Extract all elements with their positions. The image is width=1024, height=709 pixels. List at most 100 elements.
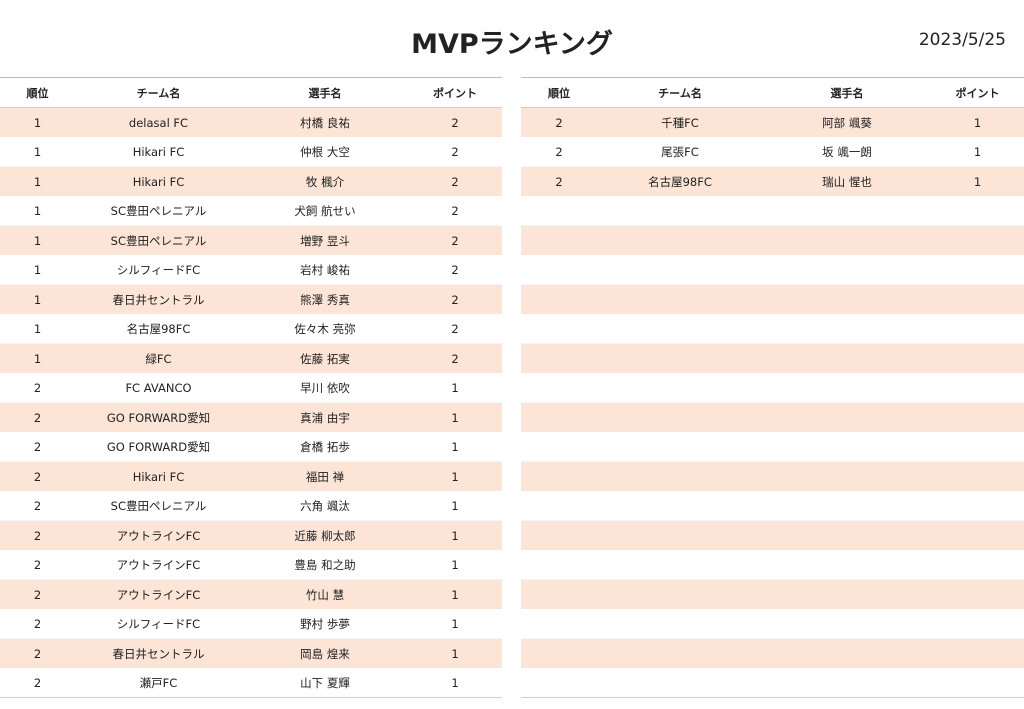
empty-cell [597, 461, 763, 491]
empty-cell [521, 432, 597, 462]
table-row [521, 402, 1024, 432]
empty-cell [597, 550, 763, 580]
empty-cell [931, 432, 1024, 462]
empty-cell [597, 609, 763, 639]
empty-cell [597, 314, 763, 344]
player-cell: 野村 歩夢 [242, 609, 408, 639]
table-row [521, 520, 1024, 550]
empty-cell [931, 255, 1024, 285]
rank-cell: 1 [0, 225, 75, 255]
rank-cell: 1 [0, 314, 75, 344]
empty-cell [931, 491, 1024, 521]
table-row: 2 千種FC 阿部 颯葵 1 [521, 107, 1024, 137]
empty-cell [763, 402, 931, 432]
empty-cell [931, 284, 1024, 314]
rank-cell: 2 [521, 137, 597, 167]
rank-cell: 2 [0, 638, 75, 668]
empty-cell [931, 638, 1024, 668]
points-cell: 1 [408, 668, 502, 698]
team-cell: Hikari FC [75, 137, 242, 167]
rank-cell: 1 [0, 107, 75, 137]
player-cell: 牧 楓介 [242, 166, 408, 196]
table-row: 2 アウトラインFC 近藤 柳太郎 1 [0, 520, 502, 550]
points-cell: 1 [408, 638, 502, 668]
player-cell: 六角 颯汰 [242, 491, 408, 521]
team-cell: SC豊田ペレニアル [75, 225, 242, 255]
table-row [521, 343, 1024, 373]
player-cell: 瑞山 惺也 [763, 166, 931, 196]
team-cell: 名古屋98FC [75, 314, 242, 344]
empty-cell [931, 373, 1024, 403]
empty-cell [931, 668, 1024, 698]
empty-cell [931, 343, 1024, 373]
rank-cell: 2 [0, 402, 75, 432]
rank-cell: 1 [0, 343, 75, 373]
rank-cell: 1 [0, 284, 75, 314]
points-cell: 1 [408, 432, 502, 462]
empty-cell [931, 461, 1024, 491]
empty-cell [521, 284, 597, 314]
column-header: 選手名 [763, 77, 931, 108]
empty-cell [763, 609, 931, 639]
empty-cell [521, 402, 597, 432]
table-row: 2 瀬戸FC 山下 夏輝 1 [0, 668, 502, 698]
player-cell: 早川 依吹 [242, 373, 408, 403]
team-cell: 名古屋98FC [597, 166, 763, 196]
empty-cell [931, 402, 1024, 432]
rank-cell: 2 [0, 491, 75, 521]
empty-cell [521, 579, 597, 609]
empty-cell [597, 402, 763, 432]
table-row: 1 緑FC 佐藤 拓実 2 [0, 343, 502, 373]
team-cell: FC AVANCO [75, 373, 242, 403]
player-cell: 熊澤 秀真 [242, 284, 408, 314]
empty-cell [763, 461, 931, 491]
rank-cell: 2 [0, 609, 75, 639]
empty-cell [597, 520, 763, 550]
rank-cell: 2 [0, 461, 75, 491]
player-cell: 佐藤 拓実 [242, 343, 408, 373]
empty-cell [521, 461, 597, 491]
table-row: 2 SC豊田ペレニアル 六角 颯汰 1 [0, 491, 502, 521]
rank-cell: 2 [0, 550, 75, 580]
empty-cell [763, 668, 931, 698]
rank-cell: 1 [0, 196, 75, 226]
column-header: 順位 [0, 77, 75, 108]
empty-cell [931, 550, 1024, 580]
table-row [521, 314, 1024, 344]
empty-cell [521, 638, 597, 668]
empty-cell [521, 609, 597, 639]
column-header: 順位 [521, 77, 597, 108]
table-row [521, 638, 1024, 668]
table-row [521, 196, 1024, 226]
table-row [521, 550, 1024, 580]
player-cell: 竹山 慧 [242, 579, 408, 609]
header-row: 順位 チーム名 選手名 ポイント [521, 77, 1024, 108]
rank-cell: 2 [0, 579, 75, 609]
player-cell: 佐々木 亮弥 [242, 314, 408, 344]
points-cell: 2 [408, 284, 502, 314]
table-row: 1 名古屋98FC 佐々木 亮弥 2 [0, 314, 502, 344]
empty-cell [597, 284, 763, 314]
empty-cell [763, 255, 931, 285]
column-header: チーム名 [597, 77, 763, 108]
table-row: 1 SC豊田ペレニアル 増野 昱斗 2 [0, 225, 502, 255]
rank-cell: 1 [0, 137, 75, 167]
rank-cell: 2 [521, 166, 597, 196]
team-cell: Hikari FC [75, 166, 242, 196]
player-cell: 岩村 峻祐 [242, 255, 408, 285]
player-cell: 真浦 由宇 [242, 402, 408, 432]
points-cell: 1 [931, 166, 1024, 196]
rank-cell: 2 [0, 668, 75, 698]
ranking-table: 順位 チーム名 選手名 ポイント 2 千種FC 阿部 颯葵 1 2 尾張FC 坂 颯一朗 1 2 名古屋9… [521, 77, 1024, 698]
team-cell: Hikari FC [75, 461, 242, 491]
player-cell: 仲根 大空 [242, 137, 408, 167]
rank-cell: 2 [0, 520, 75, 550]
points-cell: 2 [408, 137, 502, 167]
empty-cell [763, 225, 931, 255]
empty-cell [521, 520, 597, 550]
player-cell: 岡島 煌来 [242, 638, 408, 668]
table-row: 1 delasal FC 村橋 良祐 2 [0, 107, 502, 137]
points-cell: 1 [408, 520, 502, 550]
empty-cell [521, 668, 597, 698]
column-header: チーム名 [75, 77, 242, 108]
